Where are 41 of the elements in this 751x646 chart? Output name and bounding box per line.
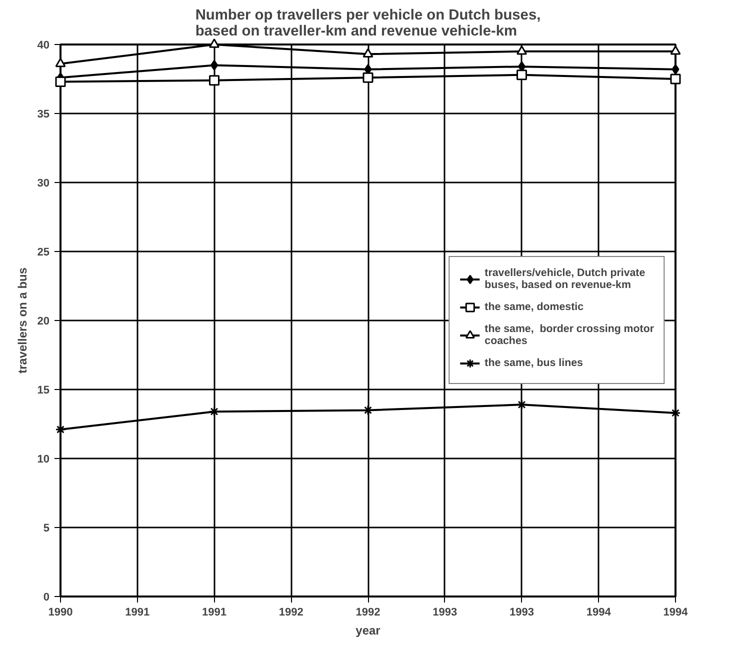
y-tick-label: 5	[43, 522, 50, 534]
point	[55, 76, 66, 88]
chart-title: Number op travellers per vehicle on Dutch buses, based on traveller-km and revenue vehicle-km	[195, 8, 541, 40]
y-tick-label: 10	[37, 454, 50, 466]
x-tick-label: 1993	[510, 606, 534, 618]
y-tick-label: 15	[37, 384, 50, 396]
legend-label: the same, border crossing motor coaches	[484, 323, 654, 347]
point	[209, 38, 220, 48]
y-tick-label: 40	[37, 40, 50, 52]
point	[55, 424, 66, 435]
x-tick-label: 1994	[586, 606, 612, 618]
point	[209, 75, 220, 86]
point	[362, 72, 374, 83]
point	[670, 74, 681, 84]
y-tick-label: 0	[43, 592, 50, 604]
legend-label: the same, domestic	[484, 301, 585, 313]
x-axis-title: year	[356, 624, 381, 638]
point	[362, 48, 374, 58]
point	[362, 404, 374, 416]
x-tick-label: 1994	[663, 606, 689, 618]
y-tick-label: 35	[37, 108, 50, 120]
legend-label: travellers/vehicle, Dutch private buses, based on revenue-km	[484, 267, 646, 291]
y-tick-label: 20	[37, 316, 50, 328]
point	[55, 58, 66, 68]
y-tick-label: 25	[37, 246, 50, 258]
y-axis-title: travellers on a bus	[15, 267, 30, 374]
point	[209, 406, 220, 417]
point	[670, 45, 681, 55]
x-tick-label: 1991	[125, 606, 150, 618]
x-tick-label: 1992	[356, 606, 380, 618]
x-tick-label: 1991	[202, 606, 226, 618]
point	[672, 64, 680, 75]
x-tick-label: 1993	[432, 606, 458, 618]
legend-label: the same, bus lines	[484, 357, 584, 369]
point	[670, 408, 681, 418]
y-tick-label: 30	[37, 178, 50, 190]
x-tick-label: 1990	[48, 606, 73, 618]
point	[516, 70, 527, 80]
x-tick-label: 1992	[278, 606, 304, 618]
point	[516, 45, 527, 55]
point	[516, 399, 527, 410]
